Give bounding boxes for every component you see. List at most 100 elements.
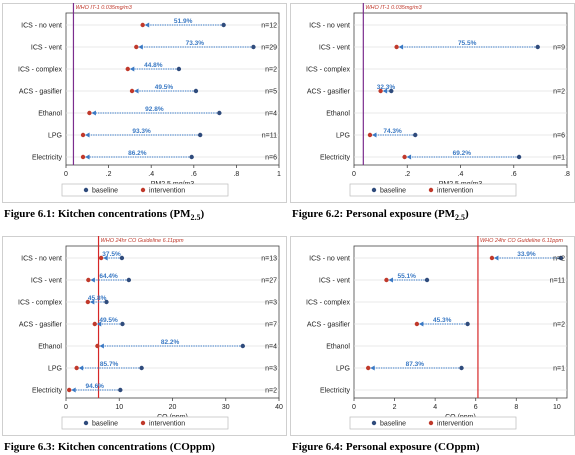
category-label: LPG — [48, 366, 62, 373]
legend-baseline-label: baseline — [92, 421, 118, 428]
baseline-point — [459, 365, 464, 371]
sample-size-label: n=2 — [265, 67, 277, 74]
intervention-point — [394, 44, 399, 50]
intervention-point — [366, 365, 371, 371]
x-tick-label: 0 — [64, 404, 68, 411]
change-arrowhead — [371, 132, 377, 138]
sample-size-label: n=3 — [265, 366, 277, 373]
sample-size-label: n=4 — [265, 344, 277, 351]
change-arrowhead — [493, 255, 499, 261]
change-arrowhead — [406, 154, 412, 160]
intervention-point — [95, 343, 100, 349]
category-label: ICS - vent — [319, 278, 350, 285]
sample-size-label: n=13 — [261, 256, 277, 263]
change-arrowhead — [85, 132, 90, 138]
reduction-pct-label: 45.3% — [433, 317, 452, 324]
category-label: LPG — [336, 133, 350, 140]
intervention-point — [414, 321, 420, 327]
intervention-point — [140, 22, 145, 28]
category-label: ICS - complex — [18, 300, 62, 307]
reduction-pct-label: 37.5% — [102, 251, 121, 258]
chart-kitchen-pm25: 0.2.4.6.81PM2.5 mg/m3WHO IT-1 0.035mg/m3… — [2, 3, 287, 203]
sample-size-label: n=2 — [265, 388, 277, 395]
baseline-point — [126, 277, 132, 283]
legend-baseline-marker — [83, 187, 89, 193]
legend-intervention-label: intervention — [437, 188, 473, 195]
category-label: Ethanol — [38, 344, 62, 351]
baseline-point — [413, 132, 418, 138]
category-label: ICS - complex — [306, 300, 350, 307]
category-label: ICS - no vent — [21, 256, 62, 263]
legend-baseline-marker — [83, 420, 89, 426]
legend-intervention-label: intervention — [437, 421, 473, 428]
reduction-pct-label: 49.5% — [99, 317, 118, 324]
change-arrowhead — [96, 321, 102, 327]
category-label: ICS - vent — [31, 45, 62, 52]
caption-fig-6-1: Figure 6.1: Kitchen concentrations (PM2.… — [4, 208, 205, 223]
reduction-pct-label: 51.9% — [174, 18, 193, 25]
chart-personal-pm25: 0.2.4.6.8PM2.5 mg/m3WHO IT-1 0.035mg/m3I… — [290, 3, 575, 203]
category-label: Ethanol — [38, 111, 62, 118]
baseline-point — [535, 44, 540, 50]
category-label: ICS - complex — [306, 67, 350, 74]
x-tick-label: .6 — [191, 171, 197, 178]
intervention-point — [80, 132, 86, 138]
intervention-point — [92, 321, 97, 327]
legend-baseline-label: baseline — [92, 188, 118, 195]
category-label: Electricity — [320, 388, 350, 395]
baseline-point — [104, 299, 109, 305]
sample-size-label: n=11 — [262, 133, 277, 140]
reduction-pct-label: 94.6% — [86, 383, 105, 390]
change-arrowhead — [85, 154, 90, 160]
plot-area — [65, 12, 280, 166]
intervention-point — [74, 365, 79, 371]
intervention-point — [98, 255, 104, 261]
change-arrowhead — [99, 343, 104, 349]
baseline-point — [197, 132, 203, 138]
sample-size-label: n=1 — [553, 366, 565, 373]
intervention-point — [87, 110, 92, 116]
change-arrowhead — [89, 299, 95, 305]
sample-size-label: n=4 — [265, 111, 277, 118]
category-label: ICS - no vent — [309, 23, 350, 30]
baseline-point — [465, 321, 470, 327]
baseline-point — [424, 277, 430, 283]
x-tick-label: .8 — [233, 171, 239, 178]
reduction-pct-label: 87.3% — [406, 361, 425, 368]
guideline-label: WHO IT-1 0.035mg/m3 — [365, 5, 422, 11]
x-tick-label: .4 — [148, 171, 154, 178]
reduction-pct-label: 64.4% — [99, 273, 118, 280]
category-label: Electricity — [320, 155, 350, 162]
chart-personal-co: 0246810CO (ppm)WHO 24hr CO Guideline 6.1… — [290, 236, 575, 436]
reduction-pct-label: 55.1% — [398, 273, 417, 280]
category-label: ICS - no vent — [309, 256, 350, 263]
category-label: ACS - gasifier — [19, 322, 63, 329]
baseline-point — [558, 255, 564, 261]
x-tick-label: .2 — [404, 171, 410, 178]
change-arrowhead — [418, 321, 424, 327]
category-label: ACS - gasifier — [307, 89, 351, 96]
x-tick-label: 30 — [222, 404, 230, 411]
change-arrowhead — [138, 44, 143, 50]
baseline-point — [120, 321, 125, 327]
intervention-point — [384, 277, 389, 283]
intervention-point — [402, 154, 407, 160]
x-tick-label: .8 — [564, 171, 570, 178]
intervention-point — [125, 66, 130, 72]
change-arrowhead — [398, 44, 404, 50]
baseline-point — [176, 66, 182, 72]
baseline-point — [119, 255, 125, 261]
baseline-point — [193, 88, 199, 94]
legend-intervention-marker — [428, 420, 434, 426]
intervention-point — [367, 132, 373, 138]
legend-intervention-label: intervention — [149, 188, 185, 195]
x-tick-label: 8 — [514, 404, 518, 411]
change-arrowhead — [134, 88, 139, 94]
chart-kitchen-co: 010203040CO (ppm)WHO 24hr CO Guideline 6… — [2, 236, 287, 436]
change-arrowhead — [90, 277, 95, 283]
intervention-point — [85, 299, 91, 305]
plot-area — [65, 245, 280, 399]
legend-intervention-marker — [428, 187, 434, 193]
reduction-pct-label: 75.5% — [458, 40, 477, 47]
